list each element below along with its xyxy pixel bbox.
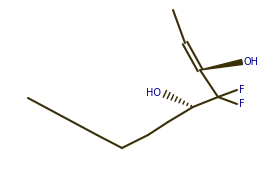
Text: OH: OH [244,57,259,67]
Text: HO: HO [146,88,161,98]
Text: F: F [239,85,245,95]
Polygon shape [200,60,243,70]
Text: F: F [239,99,245,109]
